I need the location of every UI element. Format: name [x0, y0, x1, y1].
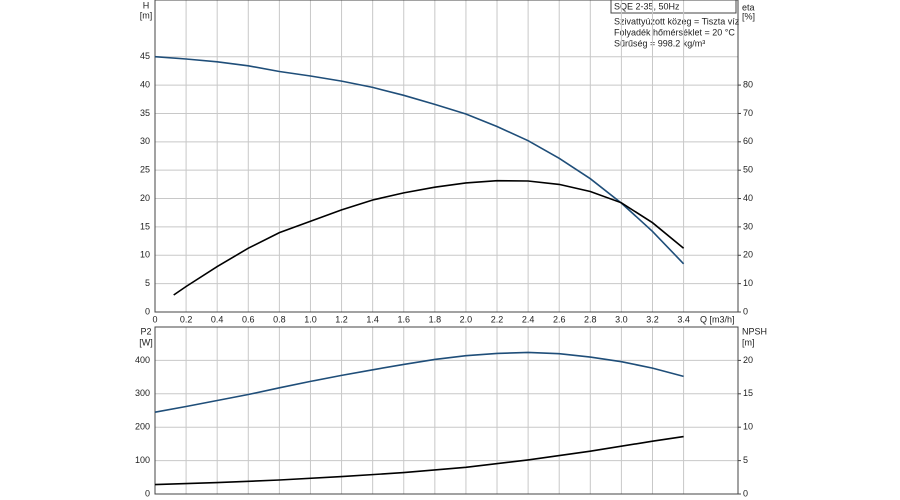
- y-tick-label: 40: [140, 79, 150, 89]
- y2-tick-label: 50: [743, 165, 753, 175]
- y-tick-label: 15: [140, 221, 150, 231]
- y2-tick-label: 15: [743, 388, 753, 398]
- y-tick-label: 20: [140, 193, 150, 203]
- x-axis-label: Q [m3/h]: [700, 314, 735, 324]
- y2-tick-label: 0: [743, 488, 748, 498]
- title-box: [610, 0, 737, 14]
- y-tick-label: 5: [145, 278, 150, 288]
- y-axis-label: P2: [140, 326, 151, 336]
- annotation: Szivattyúzott közeg = Tiszta víz: [614, 16, 740, 26]
- y2-tick-label: 80: [743, 79, 753, 89]
- annotation: Sűrűség = 998.2 kg/m³: [614, 38, 705, 48]
- x-tick-label: 2.2: [491, 314, 504, 324]
- curve: [173, 179, 685, 296]
- x-tick-label: 2.0: [460, 314, 473, 324]
- y-axis-unit: [m]: [140, 10, 153, 20]
- y-tick-label: 200: [135, 422, 150, 432]
- y2-tick-label: 70: [743, 108, 753, 118]
- y-tick-label: 25: [140, 165, 150, 175]
- y2-tick-label: 40: [743, 193, 753, 203]
- plot-frame: [154, 0, 739, 313]
- plot-frame: [154, 326, 739, 495]
- y-tick-label: 100: [135, 455, 150, 465]
- curve: [154, 55, 685, 265]
- y2-tick-label: 30: [743, 221, 753, 231]
- y2-tick-label: 10: [743, 422, 753, 432]
- x-tick-label: 1.8: [429, 314, 442, 324]
- curve: [154, 435, 684, 486]
- y-tick-label: 35: [140, 108, 150, 118]
- y-tick-label: 30: [140, 136, 150, 146]
- y-tick-label: 400: [135, 355, 150, 365]
- y2-tick-label: 20: [743, 355, 753, 365]
- y-tick-label: 300: [135, 388, 150, 398]
- x-tick-label: 0.2: [180, 314, 193, 324]
- curve: [154, 351, 684, 413]
- x-tick-label: 0.4: [211, 314, 224, 324]
- y-axis-unit: [W]: [139, 337, 153, 347]
- y2-tick-label: 20: [743, 250, 753, 260]
- y2-axis-label: eta: [742, 2, 755, 12]
- y-tick-label: 0: [145, 488, 150, 498]
- y2-axis-label: NPSH: [742, 326, 767, 336]
- chart-title: SQE 2-35, 50Hz: [614, 1, 680, 11]
- x-tick-label: 1.0: [304, 314, 317, 324]
- y2-tick-label: 60: [743, 136, 753, 146]
- y2-tick-label: 0: [743, 306, 748, 316]
- y2-axis-unit: [%]: [742, 11, 755, 21]
- x-tick-label: 1.6: [397, 314, 410, 324]
- x-tick-label: 0: [152, 314, 157, 324]
- x-tick-label: 1.2: [335, 314, 348, 324]
- x-tick-label: 1.4: [366, 314, 379, 324]
- x-tick-label: 2.8: [584, 314, 597, 324]
- x-tick-label: 0.6: [242, 314, 255, 324]
- x-tick-label: 3.0: [615, 314, 628, 324]
- y2-tick-label: 10: [743, 278, 753, 288]
- y-tick-label: 0: [145, 306, 150, 316]
- x-tick-label: 0.8: [273, 314, 286, 324]
- x-tick-label: 3.2: [646, 314, 659, 324]
- x-tick-label: 2.4: [522, 314, 535, 324]
- x-tick-label: 3.4: [677, 314, 690, 324]
- y-tick-label: 45: [140, 51, 150, 61]
- y-tick-label: 10: [140, 250, 150, 260]
- annotation: Folyadék hőmérséklet = 20 °C: [614, 27, 735, 37]
- y-axis-label: H: [143, 0, 150, 10]
- x-tick-label: 2.6: [553, 314, 566, 324]
- y2-axis-unit: [m]: [742, 337, 755, 347]
- y2-tick-label: 5: [743, 455, 748, 465]
